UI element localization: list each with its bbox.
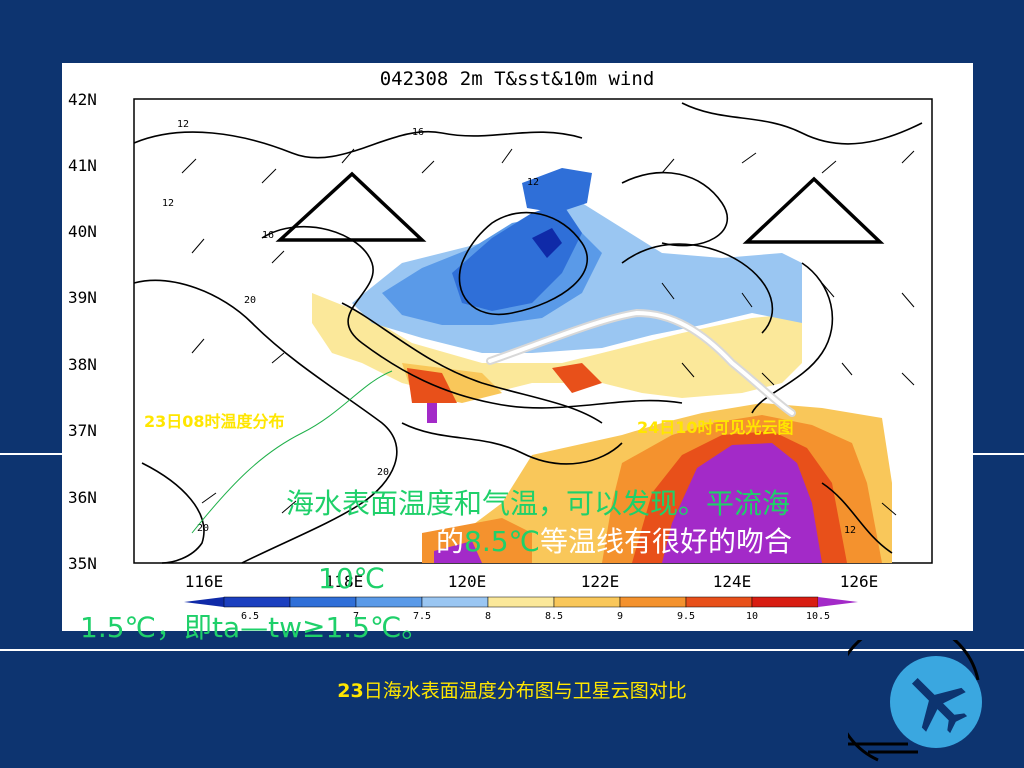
sst-field xyxy=(312,168,892,563)
slide-caption: 23日海水表面温度分布图与卫星云图对比 xyxy=(0,676,1024,703)
mountain-triangle-right xyxy=(742,176,885,244)
lon-label: 126E xyxy=(840,572,879,591)
colorbar-tick-label: 10.5 xyxy=(806,611,830,622)
contour-label: 20 xyxy=(377,467,389,478)
colorbar: 6.5 7 7.5 8 8.5 9 9.5 10 10.5 xyxy=(184,596,858,622)
colorbar-tick-label: 9.5 xyxy=(677,611,695,622)
lon-label: 116E xyxy=(185,572,224,591)
contour-label: 16 xyxy=(262,230,274,241)
airplane-icon xyxy=(911,677,968,734)
lat-label: 42N xyxy=(68,90,97,109)
overlay-text-line1: 海水表面温度和气温，可以发现。平流海 xyxy=(286,487,791,520)
latitude-labels: 42N 41N 40N 39N 38N 37N 36N 35N xyxy=(68,90,97,573)
contour-label: 20 xyxy=(244,295,256,306)
colorbar-tick-label: 6.5 xyxy=(241,611,259,622)
lat-label: 39N xyxy=(68,288,97,307)
overlay-text-line2-white: 等温线有很好的吻合 xyxy=(540,525,793,558)
contour-label: 20 xyxy=(197,523,209,534)
map-title: 042308 2m T&sst&10m wind xyxy=(380,68,655,90)
caption-date: 23 xyxy=(337,680,364,702)
contour-label: 12 xyxy=(177,119,189,130)
overlay-text-line2-pre: 的 xyxy=(436,525,465,558)
lat-label: 37N xyxy=(68,421,97,440)
colorbar-end-low xyxy=(184,597,224,607)
colorbar-tick-label: 8 xyxy=(485,611,491,622)
colorbar-tick-label: 8.5 xyxy=(545,611,563,622)
colorbar-segment xyxy=(553,596,621,608)
colorbar-segment xyxy=(487,596,555,608)
sst-map-image: 042308 2m T&sst&10m wind xyxy=(62,63,973,631)
contour-label: 12 xyxy=(162,198,174,209)
colorbar-segment xyxy=(619,596,687,608)
contour-label: 12 xyxy=(844,525,856,536)
overlay-text-line2: 的8.5℃等温线有很好的吻合 xyxy=(436,520,792,560)
green-annotation-line xyxy=(191,370,393,534)
colorbar-segment xyxy=(685,596,753,608)
contour-labels: 12 16 12 16 12 20 20 20 12 xyxy=(162,119,856,536)
colorbar-tick-label: 10 xyxy=(746,611,758,622)
mountain-triangle-left xyxy=(275,171,427,242)
colorbar-tick-label: 7 xyxy=(353,611,359,622)
lon-label: 124E xyxy=(713,572,752,591)
longitude-labels: 116E 118E 120E 122E 124E 126E xyxy=(185,572,879,591)
colorbar-end-high xyxy=(818,597,858,607)
lat-label: 41N xyxy=(68,156,97,175)
lon-label: 122E xyxy=(581,572,620,591)
colorbar-tick-label: 9 xyxy=(617,611,623,622)
overlay-text-line2-green: 8.5℃ xyxy=(464,525,540,558)
logo xyxy=(848,640,982,762)
map-label-temperature: 23日08时温度分布 xyxy=(144,412,285,431)
overlay-text-line4: 1.5℃，即ta—tw≥1.5℃。 xyxy=(80,611,430,644)
colorbar-segment xyxy=(751,596,819,608)
overlay-text-line3: 10℃ xyxy=(318,562,386,595)
fog-band-arc-inner xyxy=(488,310,794,415)
colorbar-tick-label: 7.5 xyxy=(413,611,431,622)
contour-label: 16 xyxy=(412,127,424,138)
wind-barbs xyxy=(181,148,915,516)
sst-map: 042308 2m T&sst&10m wind xyxy=(68,68,933,622)
caption-text: 日海水表面温度分布图与卫星云图对比 xyxy=(363,680,687,702)
contour-label: 12 xyxy=(527,177,539,188)
colorbar-segment xyxy=(421,596,489,608)
lon-label: 120E xyxy=(448,572,487,591)
bottom-divider xyxy=(0,649,1024,651)
lon-label: 118E xyxy=(325,572,364,591)
isotherm-contours xyxy=(133,102,923,564)
lat-label: 35N xyxy=(68,554,97,573)
lat-label: 38N xyxy=(68,355,97,374)
lat-label: 36N xyxy=(68,488,97,507)
map-label-satellite: 24日10时可见光云图 xyxy=(637,418,794,437)
lat-label: 40N xyxy=(68,222,97,241)
